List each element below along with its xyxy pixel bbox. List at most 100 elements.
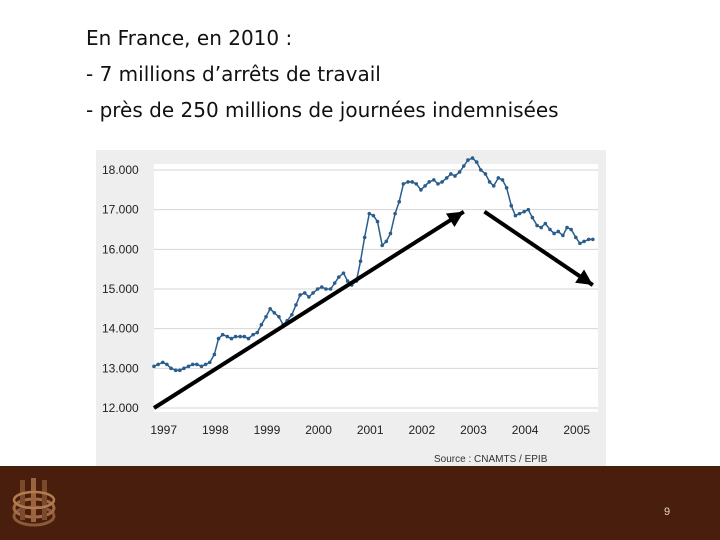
y-tick-label: 15.000 [102,282,139,296]
x-tick-label: 2004 [512,423,539,437]
data-point [272,311,277,315]
data-point [268,307,272,311]
x-tick-label: 2001 [357,423,384,437]
data-point [319,285,324,289]
data-point [362,235,367,240]
data-point [517,211,522,216]
x-tick-label: 2002 [408,423,435,437]
data-point [509,203,514,208]
data-point [457,170,462,174]
data-point [556,229,561,234]
data-point [578,241,582,246]
x-tick-label: 1999 [254,423,281,437]
data-point [182,366,186,371]
trend-arrow [483,209,594,287]
data-point [324,287,328,291]
data-point [294,303,298,307]
data-point [406,180,410,184]
data-point [178,368,182,373]
data-point [195,362,199,367]
data-point [345,279,350,283]
data-point [470,156,475,160]
page-number: 9 [664,506,671,518]
data-point [290,312,294,317]
data-point [586,237,591,242]
data-point [526,207,531,212]
data-point [479,168,483,172]
data-point [298,293,302,297]
data-point [487,180,492,184]
data-point [453,174,457,178]
data-point [449,172,453,176]
data-point [358,259,363,264]
data-point [483,172,488,176]
data-point [169,366,173,371]
data-point [569,227,573,232]
data-point [328,287,333,291]
data-point [491,184,496,188]
data-point [384,239,389,244]
x-tick-label: 1997 [150,423,177,437]
data-point [160,360,165,365]
data-point [552,231,556,236]
chart-source: Source : CNAMTS / EPIB [434,454,548,465]
data-point [535,223,539,228]
data-point [337,275,341,279]
data-point [225,334,230,339]
data-point [440,180,444,184]
data-point [530,215,535,220]
data-point [423,184,427,188]
data-point [513,213,518,218]
data-point [397,199,402,204]
data-point [307,295,311,299]
data-point [246,336,251,341]
data-point [277,314,281,319]
data-point [543,221,548,226]
data-point [375,219,380,224]
data-point [216,336,221,341]
x-tick-label: 1998 [202,423,229,437]
data-point [565,225,569,230]
data-point [500,178,505,182]
data-point [156,362,160,367]
y-tick-label: 18.000 [102,163,139,177]
data-point [259,322,264,327]
data-point [186,364,191,369]
data-point [190,362,195,367]
data-point [419,188,423,192]
data-point [152,364,156,369]
data-point [582,239,586,244]
data-point [401,182,406,186]
data-point [427,180,431,184]
data-point [496,176,501,180]
data-point [229,336,234,341]
data-point [466,158,470,162]
data-point [474,160,479,164]
bullet-journees: - près de 250 millions de journées indem… [86,98,559,122]
data-point [332,281,337,285]
data-point [238,334,243,339]
data-point [341,271,346,275]
data-point [199,364,204,369]
y-tick-label: 13.000 [102,361,139,375]
data-point [380,243,384,248]
y-tick-label: 12.000 [102,401,139,415]
data-point [165,362,169,367]
data-point [212,352,217,357]
data-point [574,235,578,240]
y-tick-label: 16.000 [102,242,139,256]
data-point [367,211,372,216]
data-point [504,186,509,190]
y-tick-label: 17.000 [102,203,139,217]
data-point [591,237,595,242]
x-tick-label: 2005 [563,423,590,437]
x-tick-label: 2000 [305,423,332,437]
data-point [539,225,544,230]
x-tick-label: 2003 [460,423,487,437]
data-point [393,211,397,216]
trend-arrow [152,209,465,410]
data-point [207,360,212,365]
chart-container: 12.000 13.000 14.000 15.000 16.000 17.000 18.0… [96,150,606,468]
trend-arrow-head [575,269,593,286]
data-point [242,334,247,339]
